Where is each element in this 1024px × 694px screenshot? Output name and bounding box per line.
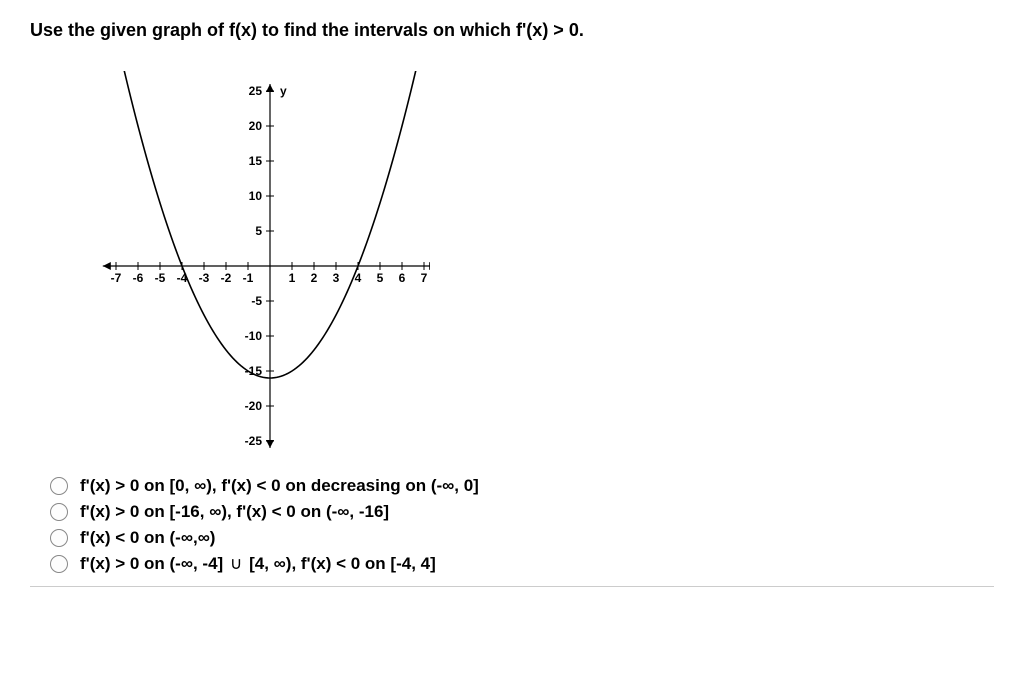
svg-text:5: 5	[377, 271, 384, 285]
svg-text:5: 5	[255, 224, 262, 238]
svg-text:-10: -10	[245, 329, 263, 343]
radio-icon[interactable]	[50, 477, 68, 495]
svg-text:2: 2	[311, 271, 318, 285]
svg-text:-25: -25	[245, 434, 263, 448]
svg-text:25: 25	[249, 84, 263, 98]
question-title: Use the given graph of f(x) to find the …	[30, 20, 994, 41]
svg-text:y: y	[280, 84, 287, 98]
graph-container: -7-6-5-4-3-2-11234567x252015105-5-10-15-…	[70, 71, 994, 466]
option-part: f'(x) > 0 on (-∞, -4]	[80, 554, 228, 573]
radio-icon[interactable]	[50, 555, 68, 573]
svg-text:-5: -5	[251, 294, 262, 308]
function-graph: -7-6-5-4-3-2-11234567x252015105-5-10-15-…	[70, 71, 430, 461]
svg-text:1: 1	[289, 271, 296, 285]
svg-text:10: 10	[249, 189, 263, 203]
svg-text:15: 15	[249, 154, 263, 168]
radio-icon[interactable]	[50, 529, 68, 547]
svg-text:-7: -7	[111, 271, 122, 285]
divider	[30, 586, 994, 587]
svg-text:-20: -20	[245, 399, 263, 413]
svg-text:3: 3	[333, 271, 340, 285]
option-text: f'(x) > 0 on [-16, ∞), f'(x) < 0 on (-∞,…	[80, 502, 389, 522]
radio-icon[interactable]	[50, 503, 68, 521]
answer-options: f'(x) > 0 on [0, ∞), f'(x) < 0 on decrea…	[50, 476, 994, 574]
union-icon: ∪	[228, 554, 244, 573]
option-row[interactable]: f'(x) < 0 on (-∞,∞)	[50, 528, 994, 548]
option-text: f'(x) > 0 on (-∞, -4] ∪ [4, ∞), f'(x) < …	[80, 554, 436, 574]
svg-text:-5: -5	[155, 271, 166, 285]
svg-text:-3: -3	[199, 271, 210, 285]
svg-text:-6: -6	[133, 271, 144, 285]
option-row[interactable]: f'(x) > 0 on [-16, ∞), f'(x) < 0 on (-∞,…	[50, 502, 994, 522]
svg-text:6: 6	[399, 271, 406, 285]
svg-text:20: 20	[249, 119, 263, 133]
svg-text:-2: -2	[221, 271, 232, 285]
svg-text:7: 7	[421, 271, 428, 285]
option-row[interactable]: f'(x) > 0 on [0, ∞), f'(x) < 0 on decrea…	[50, 476, 994, 496]
option-text: f'(x) > 0 on [0, ∞), f'(x) < 0 on decrea…	[80, 476, 479, 496]
option-row[interactable]: f'(x) > 0 on (-∞, -4] ∪ [4, ∞), f'(x) < …	[50, 554, 994, 574]
option-text: f'(x) < 0 on (-∞,∞)	[80, 528, 215, 548]
option-part: [4, ∞), f'(x) < 0 on [-4, 4]	[244, 554, 435, 573]
svg-text:-1: -1	[243, 271, 254, 285]
